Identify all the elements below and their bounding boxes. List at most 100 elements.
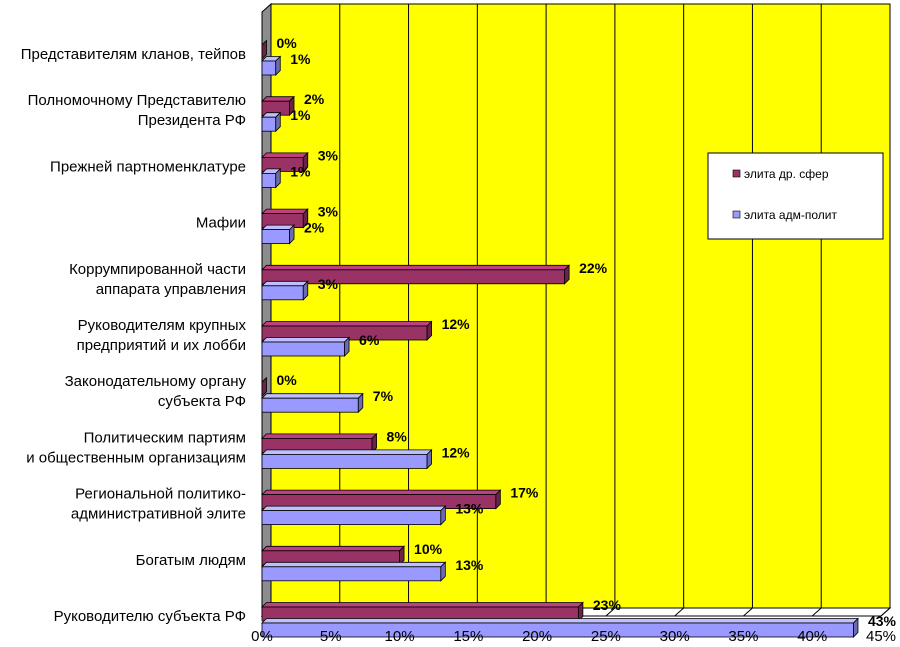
x-tick-label: 20% (522, 628, 552, 645)
bar-elite-adm-front (261, 566, 442, 582)
bar-elite-adm-front (261, 341, 345, 357)
category-label: Руководителю субъекта РФ (54, 608, 246, 625)
bar-elite-other-value-label: 22% (579, 260, 608, 276)
x-axis-ticks: 0% 5% 10% 15% 20% 25% 30% 35% 40% 45% (251, 628, 896, 645)
bar-elite-other-top (261, 96, 295, 102)
bar-elite-other-value-label: 0% (277, 372, 298, 388)
bar-elite-adm-front (261, 622, 854, 638)
bar-elite-adm-value-label: 6% (359, 332, 380, 348)
category-label: предприятий и их лобби (77, 337, 246, 354)
bar-elite-adm-end (853, 617, 859, 638)
x-tick-label: 45% (866, 628, 896, 645)
bar-elite-other-top (261, 264, 571, 271)
gridline-floor (743, 607, 753, 617)
bar-elite-other-value-label: 8% (387, 428, 408, 444)
bar-elite-other-value-label: 2% (304, 91, 325, 107)
bar-elite-other-end (289, 95, 295, 117)
bar-elite-other (261, 208, 309, 229)
bar-elite-other (261, 320, 433, 341)
category-label: административной элите (71, 506, 246, 523)
bar-elite-adm (261, 392, 364, 414)
bar-elite-other-top (261, 208, 309, 215)
gridline-floor (811, 607, 822, 617)
legend-label-elite-other: элита др. сфер (744, 167, 829, 181)
bar-elite-adm-front (261, 172, 277, 188)
bar-elite-adm-end (275, 167, 281, 189)
bar-elite-adm-top (261, 561, 447, 568)
bar-elite-adm-end (289, 224, 295, 245)
bar-elite-adm (261, 111, 282, 133)
x-tick-label: 30% (660, 628, 690, 645)
bar-elite-adm-top (261, 224, 295, 231)
category-label: Коррумпированной части (69, 261, 246, 278)
bar-elite-adm (261, 505, 447, 526)
bar-elite-adm-value-label: 3% (318, 276, 339, 292)
bar-elite-adm-value-label: 12% (442, 444, 471, 460)
bar-elite-other-value-label: 23% (593, 597, 622, 613)
legend-label-elite-adm: элита адм-полит (744, 208, 837, 222)
bar-elite-other-end (261, 376, 267, 398)
bar-elite-adm-front (261, 453, 428, 469)
bar-elite-adm-end (357, 392, 364, 414)
bar-elite-adm-value-label: 43% (868, 613, 897, 629)
bar-elite-adm-end (344, 336, 350, 357)
bar-elite-other-end (371, 432, 377, 454)
bar-elite-adm-front (261, 285, 304, 301)
legend: элита др. сфер элита адм-полит (707, 152, 884, 240)
category-label: Богатым людям (136, 552, 246, 569)
bars (261, 39, 859, 638)
bar-elite-adm-end (426, 448, 432, 470)
category-label: аппарата управления (96, 281, 246, 298)
category-label: Региональной политико- (75, 486, 246, 503)
bar-elite-adm-top (261, 280, 309, 287)
legend-box (707, 152, 884, 240)
bar-elite-adm-top (261, 393, 364, 399)
bar-elite-other-end (261, 39, 267, 60)
bar-elite-other-end (302, 151, 309, 173)
x-tick-label: 40% (797, 628, 827, 645)
bar-elite-other (261, 151, 309, 173)
x-tick-label: 15% (453, 628, 483, 645)
bar-elite-other-end (577, 601, 584, 622)
category-label: Полномочному Представителю (28, 92, 246, 109)
x-tick-label: 10% (385, 628, 415, 645)
bar-elite-adm-value-label: 1% (290, 163, 311, 179)
bar-elite-adm (261, 336, 350, 357)
bar-elite-other (261, 264, 571, 285)
bar-elite-adm-end (275, 55, 281, 76)
category-label: и общественным организациям (26, 449, 246, 466)
bar-elite-other-value-label: 3% (318, 147, 339, 163)
x-tick-label: 25% (591, 628, 621, 645)
bar-elite-adm-front (261, 116, 277, 132)
x-tick-label: 0% (251, 628, 273, 645)
bar-elite-other-value-label: 0% (277, 35, 298, 51)
category-label: Мафии (196, 215, 246, 232)
bar-elite-adm-value-label: 2% (304, 220, 325, 236)
value-labels: 0%1%2%1%3%1%3%2%22%3%12%6%0%7%8%12%17%13… (277, 35, 897, 629)
legend-swatch-elite-adm (732, 210, 741, 219)
bar-elite-adm-front (261, 510, 442, 526)
bar-elite-other-end (495, 489, 501, 510)
gridline-floor (880, 607, 891, 617)
bar-elite-adm (261, 448, 433, 470)
x-tick-label: 35% (728, 628, 758, 645)
bar-elite-adm-end (275, 111, 281, 133)
category-label: Прежней партноменклатуре (50, 158, 246, 175)
category-label: Представителям кланов, тейпов (21, 46, 246, 63)
bar-elite-adm (261, 55, 282, 76)
bar-elite-adm-end (440, 561, 446, 582)
category-label: Политическим партиям (84, 429, 246, 446)
bar-elite-adm-value-label: 1% (290, 107, 311, 123)
bar-elite-adm-front (261, 229, 290, 245)
bar-elite-other-end (399, 545, 405, 566)
bar-elite-other-top (261, 602, 584, 608)
category-label: субъекта РФ (158, 393, 246, 410)
bar-elite-other (261, 95, 295, 117)
bar-elite-adm-value-label: 1% (290, 51, 311, 67)
bar-elite-adm-front (261, 397, 359, 413)
bar-elite-other (261, 545, 406, 566)
category-labels: Представителям кланов, тейпов Полномочном… (21, 46, 247, 625)
bar-elite-adm (261, 561, 447, 582)
category-label: Президента РФ (138, 112, 246, 129)
